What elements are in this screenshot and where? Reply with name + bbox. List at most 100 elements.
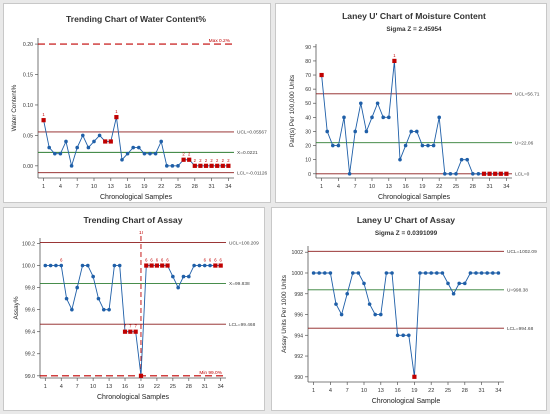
point-test-label: 7 bbox=[129, 324, 132, 329]
assay-laney-panel: Laney U' Chart of Assay Sigma Z = 0.03910… bbox=[271, 207, 547, 411]
water-content-trend-panel: Trending Chart of Water Content% 0.00 0.05… bbox=[3, 3, 271, 203]
data-point bbox=[64, 139, 68, 144]
point-test-label: 6 bbox=[161, 258, 164, 263]
data-point bbox=[351, 271, 355, 275]
data-point bbox=[465, 157, 469, 162]
x-tick-label: 13 bbox=[108, 184, 114, 190]
x-tick-label: 4 bbox=[337, 184, 340, 190]
x-tick-label: 22 bbox=[428, 388, 434, 394]
point-test-label: 6 bbox=[204, 258, 207, 263]
data-point bbox=[91, 274, 95, 279]
y-tick-label: 50 bbox=[305, 101, 311, 107]
flagged-point bbox=[114, 115, 119, 120]
data-point bbox=[202, 263, 207, 268]
x-tick-label: 22 bbox=[158, 184, 164, 190]
x-tick-label: 31 bbox=[486, 184, 492, 190]
point-test-label: 2 bbox=[188, 152, 191, 157]
limit-label-ucl: UCL=0.05567 bbox=[237, 130, 267, 136]
x-tick-label: 10 bbox=[369, 184, 375, 190]
data-point bbox=[454, 171, 458, 176]
data-point bbox=[325, 129, 329, 134]
data-point bbox=[59, 263, 64, 268]
data-point bbox=[457, 281, 461, 286]
x-tick-label: 28 bbox=[470, 184, 476, 190]
data-point bbox=[80, 263, 85, 268]
x-tick-label: 28 bbox=[186, 384, 192, 390]
point-test-label: 2 bbox=[199, 158, 202, 163]
limit-label-ucl: UCL=1002.09 bbox=[507, 249, 537, 255]
data-point bbox=[446, 281, 450, 286]
y-tick-label: 99.0 bbox=[25, 374, 35, 380]
data-point bbox=[54, 263, 58, 268]
y-axis-label: Assay Units Per 1000 Units bbox=[281, 275, 288, 353]
moisture-laney-panel: Laney U' Chart of Moisture Content Sigma … bbox=[275, 3, 547, 203]
data-point bbox=[92, 139, 96, 144]
data-point bbox=[86, 145, 91, 150]
data-point bbox=[81, 133, 85, 138]
data-point bbox=[359, 101, 363, 106]
data-point bbox=[336, 143, 341, 148]
flagged-point bbox=[133, 329, 138, 334]
flagged-point bbox=[41, 118, 46, 123]
data-point bbox=[431, 143, 436, 148]
assay-trend-panel: Trending Chart of Assay 99.0 99.2 99.4 99.6 9… bbox=[3, 207, 265, 411]
flagged-point bbox=[203, 163, 209, 168]
x-tick-label: 13 bbox=[106, 384, 112, 390]
flagged-point bbox=[154, 263, 160, 268]
x-tick-label: 34 bbox=[503, 184, 509, 190]
data-point bbox=[420, 143, 425, 148]
data-point bbox=[137, 145, 141, 150]
series-line bbox=[313, 272, 499, 377]
x-tick-label: 25 bbox=[175, 184, 181, 190]
flagged-point bbox=[181, 157, 186, 162]
x-tick-label: 34 bbox=[225, 184, 231, 190]
data-point bbox=[112, 263, 117, 268]
limit-label-lcl: LCL=99.468 bbox=[229, 322, 256, 328]
flagged-point bbox=[215, 163, 220, 168]
x-axis-label: Chronological Samples bbox=[378, 194, 450, 201]
data-point bbox=[451, 291, 456, 296]
data-point bbox=[86, 263, 90, 268]
data-point bbox=[334, 302, 338, 306]
x-tick-label: 28 bbox=[462, 388, 468, 394]
data-point bbox=[373, 312, 377, 317]
data-point bbox=[440, 271, 445, 275]
y-tick-label: 0.10 bbox=[23, 103, 33, 109]
data-point bbox=[153, 151, 158, 156]
series-line bbox=[43, 117, 229, 168]
data-point bbox=[395, 333, 400, 338]
point-test-label: 2 bbox=[216, 158, 219, 163]
x-tick-label: 1 bbox=[44, 384, 47, 390]
limit-label-ucl: UCL=56.71 bbox=[515, 92, 540, 98]
data-point bbox=[435, 271, 439, 275]
flagged-point bbox=[498, 171, 503, 176]
x-tick-label: 34 bbox=[495, 388, 501, 394]
point-test-label: 2 bbox=[182, 152, 185, 157]
data-point bbox=[47, 145, 51, 150]
limit-label-u: U=22.06 bbox=[515, 140, 534, 146]
data-point bbox=[311, 271, 316, 275]
flagged-point bbox=[144, 263, 149, 268]
y-tick-label: 100.0 bbox=[22, 264, 35, 270]
series-line bbox=[45, 265, 221, 376]
data-point bbox=[353, 129, 357, 134]
data-point bbox=[390, 271, 394, 275]
flagged-point bbox=[138, 373, 144, 378]
data-point bbox=[120, 157, 124, 162]
y-tick-label: 90 bbox=[305, 45, 311, 51]
y-tick-label: 0 bbox=[308, 172, 311, 178]
y-axis-label: Water Content% bbox=[11, 84, 18, 131]
stage-divider-label: 1I bbox=[139, 230, 143, 236]
data-point bbox=[328, 271, 333, 275]
limit-label-min: Min 99.0% bbox=[199, 370, 222, 376]
data-point bbox=[468, 271, 473, 275]
data-point bbox=[364, 129, 369, 134]
flagged-point bbox=[160, 263, 165, 268]
y-axis-label: Part(s) Per 100,000 Units bbox=[289, 75, 296, 147]
data-point bbox=[418, 271, 422, 275]
data-point bbox=[384, 271, 389, 275]
y-tick-label: 40 bbox=[305, 115, 311, 121]
x-axis-label: Chronological Samples bbox=[97, 394, 169, 401]
data-point bbox=[485, 271, 489, 275]
point-test-label: 2 bbox=[205, 158, 208, 163]
